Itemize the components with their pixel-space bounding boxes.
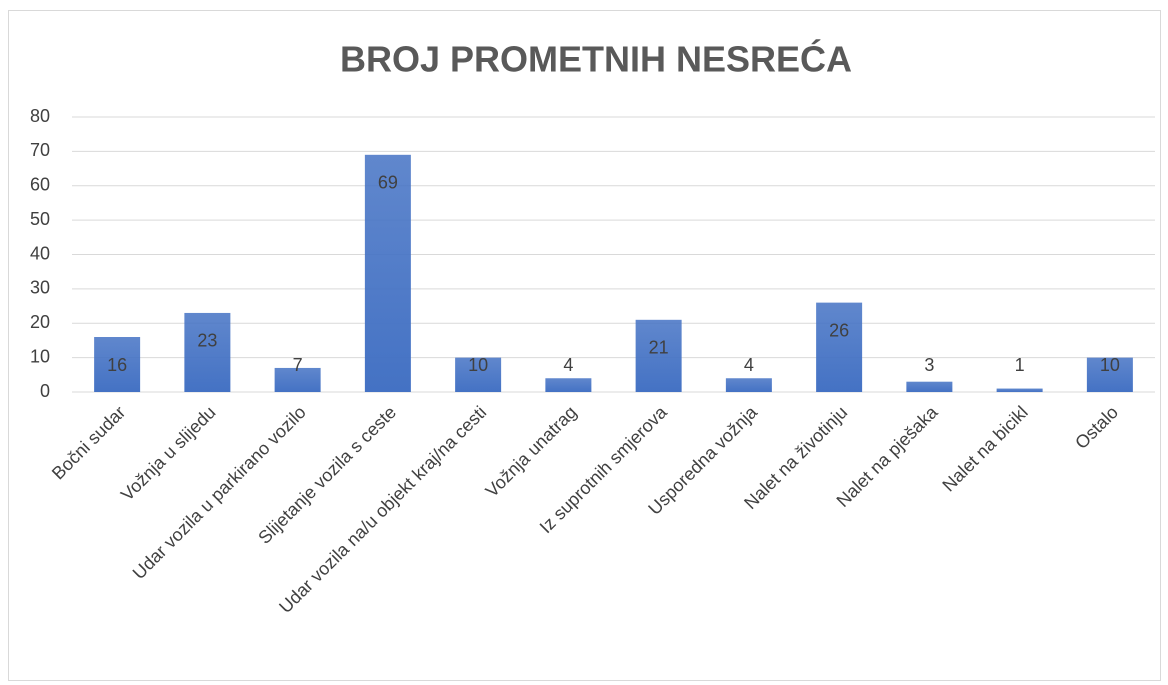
bar — [455, 357, 502, 392]
y-tick-label: 70 — [30, 140, 50, 160]
data-label: 23 — [197, 331, 217, 351]
y-tick-label: 80 — [30, 106, 50, 126]
data-label: 3 — [924, 355, 934, 375]
bar — [635, 319, 682, 392]
y-tick-label: 0 — [40, 381, 50, 401]
bar — [1086, 357, 1133, 392]
data-label: 10 — [1100, 355, 1120, 375]
data-label: 4 — [563, 355, 573, 375]
chart-title: BROJ PROMETNIH NESREĆA — [340, 38, 852, 80]
y-tick-label: 30 — [30, 278, 50, 298]
bar — [184, 312, 231, 392]
bar — [364, 154, 411, 392]
bar — [545, 378, 592, 392]
y-tick-label: 40 — [30, 243, 50, 263]
data-label: 21 — [649, 338, 669, 358]
data-label: 7 — [293, 355, 303, 375]
bar — [816, 302, 863, 392]
y-tick-label: 20 — [30, 312, 50, 332]
chart-frame — [8, 10, 1161, 681]
bar — [725, 378, 772, 392]
y-tick-label: 50 — [30, 209, 50, 229]
y-tick-label: 60 — [30, 175, 50, 195]
bar — [94, 337, 141, 392]
data-label: 4 — [744, 355, 754, 375]
bar — [274, 367, 321, 392]
data-label: 26 — [829, 320, 849, 340]
data-label: 1 — [1015, 355, 1025, 375]
bar — [996, 388, 1043, 392]
bar — [906, 381, 953, 392]
y-tick-label: 10 — [30, 346, 50, 366]
data-label: 69 — [378, 173, 398, 193]
data-label: 10 — [468, 355, 488, 375]
data-label: 16 — [107, 355, 127, 375]
